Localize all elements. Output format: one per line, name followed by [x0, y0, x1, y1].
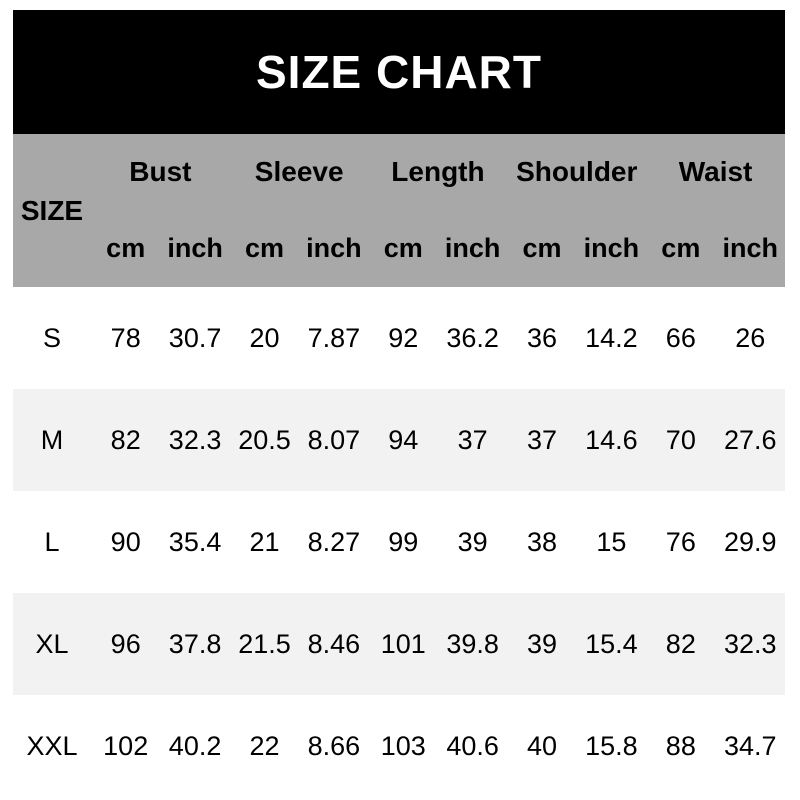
table-row: M 82 32.3 20.5 8.07 94 37 37 14.6 70 27.6 — [13, 389, 785, 491]
measurement-value: 40.6 — [437, 695, 508, 797]
measurement-value: 82 — [91, 389, 161, 491]
measurement-value: 21 — [229, 491, 300, 593]
row-size-label: M — [13, 389, 91, 491]
unit-header-sleeve-inch: inch — [299, 210, 369, 287]
table-body: S 78 30.7 20 7.87 92 36.2 36 14.2 66 26 M 82 32.3 20.5… — [13, 287, 785, 797]
unit-header-sleeve-cm: cm — [229, 210, 300, 287]
row-size-label: L — [13, 491, 91, 593]
measurement-value: 30.7 — [160, 287, 230, 389]
measurement-value: 94 — [368, 389, 438, 491]
measurement-value: 8.07 — [299, 389, 369, 491]
measurement-value: 39.8 — [437, 593, 508, 695]
measurement-value: 35.4 — [160, 491, 230, 593]
table-header-units: cm inch cm inch cm inch cm inch cm inch — [13, 210, 785, 287]
unit-header-shoulder-inch: inch — [576, 210, 647, 287]
measurement-value: 36 — [507, 287, 577, 389]
measurement-value: 29.9 — [715, 491, 785, 593]
measurement-value: 37.8 — [160, 593, 230, 695]
size-table: SIZE Bust Sleeve Length Shoulder Waist c… — [13, 134, 785, 797]
measurement-value: 78 — [91, 287, 161, 389]
table-header: SIZE Bust Sleeve Length Shoulder Waist c… — [13, 134, 785, 287]
measurement-value: 7.87 — [299, 287, 369, 389]
unit-header-shoulder-cm: cm — [507, 210, 577, 287]
measurement-value: 34.7 — [715, 695, 785, 797]
column-group-bust: Bust — [91, 134, 230, 210]
row-size-label: XL — [13, 593, 91, 695]
measurement-value: 38 — [507, 491, 577, 593]
measurement-value: 8.46 — [299, 593, 369, 695]
measurement-value: 27.6 — [715, 389, 785, 491]
measurement-value: 14.6 — [576, 389, 647, 491]
measurement-value: 82 — [646, 593, 716, 695]
measurement-value: 70 — [646, 389, 716, 491]
measurement-value: 101 — [368, 593, 438, 695]
measurement-value: 26 — [715, 287, 785, 389]
measurement-value: 40 — [507, 695, 577, 797]
table-row: XXL 102 40.2 22 8.66 103 40.6 40 15.8 88 34.7 — [13, 695, 785, 797]
size-column-header: SIZE — [13, 134, 91, 287]
measurement-value: 21.5 — [229, 593, 300, 695]
measurement-value: 92 — [368, 287, 438, 389]
measurement-value: 36.2 — [437, 287, 508, 389]
row-size-label: S — [13, 287, 91, 389]
unit-header-bust-cm: cm — [91, 210, 161, 287]
unit-header-length-cm: cm — [368, 210, 438, 287]
measurement-value: 39 — [437, 491, 508, 593]
column-group-length: Length — [368, 134, 508, 210]
measurement-value: 8.27 — [299, 491, 369, 593]
measurement-value: 20.5 — [229, 389, 300, 491]
unit-header-waist-cm: cm — [646, 210, 716, 287]
column-group-waist: Waist — [646, 134, 785, 210]
measurement-value: 32.3 — [715, 593, 785, 695]
measurement-value: 88 — [646, 695, 716, 797]
column-group-shoulder: Shoulder — [507, 134, 647, 210]
table-row: L 90 35.4 21 8.27 99 39 38 15 76 29.9 — [13, 491, 785, 593]
page-title: SIZE CHART — [256, 46, 542, 98]
unit-header-waist-inch: inch — [715, 210, 785, 287]
measurement-value: 103 — [368, 695, 438, 797]
measurement-value: 15.8 — [576, 695, 647, 797]
measurement-value: 14.2 — [576, 287, 647, 389]
measurement-value: 32.3 — [160, 389, 230, 491]
measurement-value: 102 — [91, 695, 161, 797]
measurement-value: 90 — [91, 491, 161, 593]
table-header-groups: SIZE Bust Sleeve Length Shoulder Waist — [13, 134, 785, 287]
measurement-value: 8.66 — [299, 695, 369, 797]
table-row: S 78 30.7 20 7.87 92 36.2 36 14.2 66 26 — [13, 287, 785, 389]
column-group-sleeve: Sleeve — [229, 134, 369, 210]
title-banner: SIZE CHART — [13, 10, 785, 134]
measurement-value: 15 — [576, 491, 647, 593]
measurement-value: 15.4 — [576, 593, 647, 695]
unit-header-bust-inch: inch — [160, 210, 230, 287]
size-chart-content: SIZE CHART SIZE Bust Sleeve Length Shoul… — [13, 10, 785, 797]
row-size-label: XXL — [13, 695, 91, 797]
measurement-value: 40.2 — [160, 695, 230, 797]
measurement-value: 96 — [91, 593, 161, 695]
measurement-value: 66 — [646, 287, 716, 389]
measurement-value: 37 — [437, 389, 508, 491]
table-row: XL 96 37.8 21.5 8.46 101 39.8 39 15.4 82 32.3 — [13, 593, 785, 695]
measurement-value: 20 — [229, 287, 300, 389]
measurement-value: 76 — [646, 491, 716, 593]
measurement-value: 39 — [507, 593, 577, 695]
measurement-value: 99 — [368, 491, 438, 593]
measurement-value: 22 — [229, 695, 300, 797]
unit-header-length-inch: inch — [437, 210, 508, 287]
measurement-value: 37 — [507, 389, 577, 491]
